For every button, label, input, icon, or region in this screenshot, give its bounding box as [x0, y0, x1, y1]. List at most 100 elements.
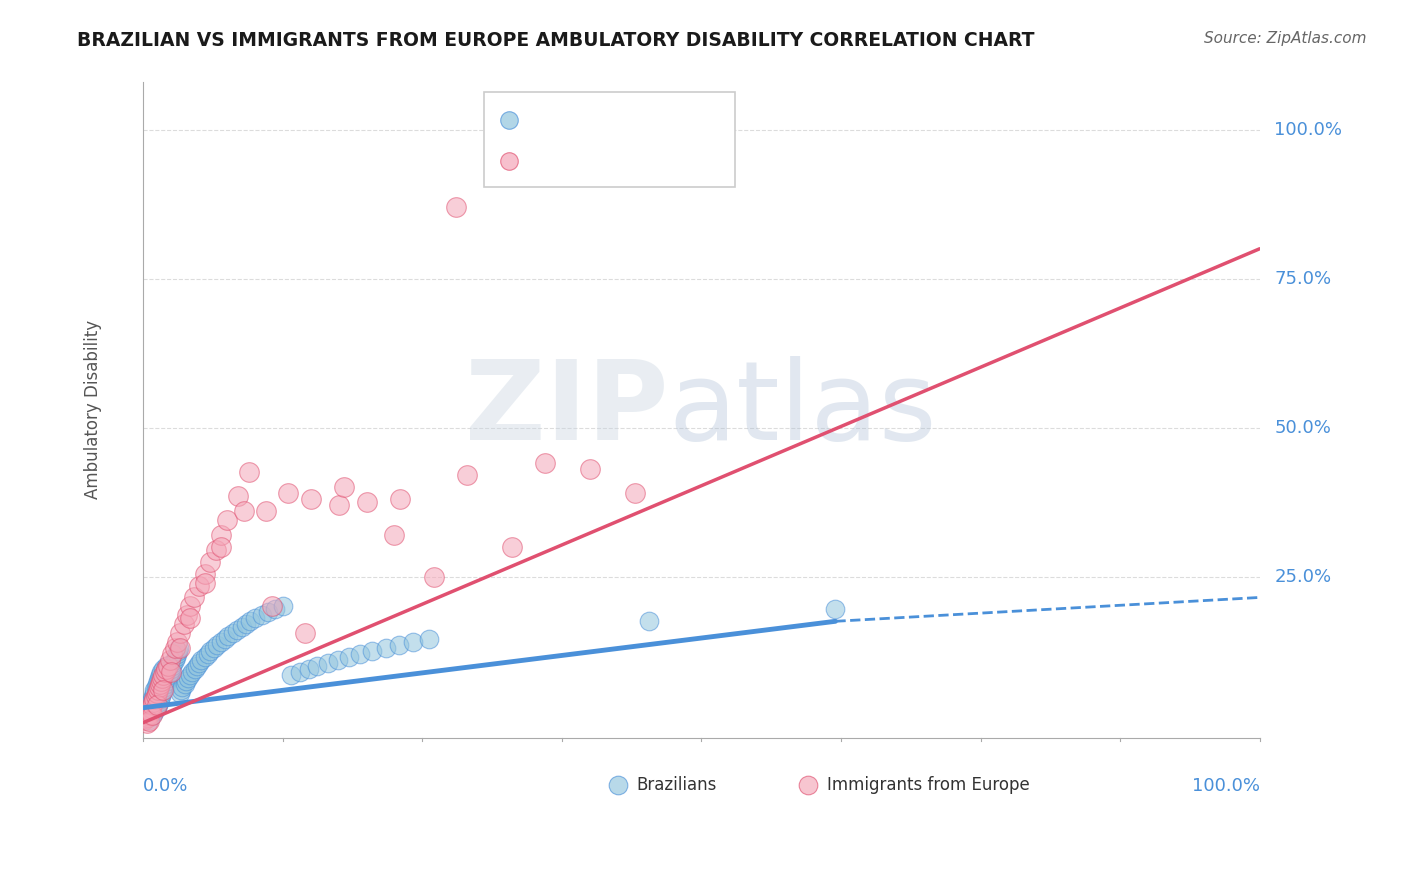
Point — [374, 641, 396, 656]
Point — [146, 673, 169, 688]
Point — [389, 492, 412, 507]
Point — [134, 713, 156, 727]
Point — [288, 665, 311, 679]
Point — [172, 680, 194, 694]
Point — [388, 638, 411, 652]
Point — [141, 698, 163, 712]
Point — [177, 671, 200, 685]
Point — [143, 682, 166, 697]
Point — [145, 686, 167, 700]
Point — [328, 498, 350, 512]
Point — [159, 653, 181, 667]
Point — [498, 194, 520, 209]
Point — [138, 700, 160, 714]
Point — [142, 704, 165, 718]
Point — [183, 591, 205, 605]
Point — [205, 638, 228, 652]
Point — [146, 698, 169, 712]
Point — [623, 486, 645, 500]
Point — [356, 495, 378, 509]
Point — [579, 462, 602, 476]
Point — [243, 611, 266, 625]
Point — [232, 504, 254, 518]
Point — [139, 704, 162, 718]
Text: R = 0.427   N = 94: R = 0.427 N = 94 — [541, 111, 697, 128]
Point — [162, 656, 184, 670]
Point — [156, 659, 179, 673]
Point — [194, 566, 217, 581]
Point — [250, 608, 273, 623]
Point — [307, 659, 329, 673]
Point — [221, 626, 243, 640]
Point — [169, 626, 191, 640]
Point — [162, 659, 184, 673]
Point — [145, 702, 167, 716]
Point — [160, 665, 183, 679]
Text: atlas: atlas — [668, 356, 936, 463]
Point — [150, 689, 173, 703]
Point — [197, 647, 219, 661]
Point — [166, 647, 188, 661]
Point — [159, 665, 181, 679]
Point — [157, 668, 180, 682]
Point — [135, 711, 157, 725]
Point — [638, 615, 661, 629]
Point — [148, 671, 170, 685]
Point — [153, 665, 176, 679]
Point — [145, 698, 167, 712]
Point — [211, 528, 233, 542]
Point — [170, 682, 193, 697]
Point — [205, 542, 228, 557]
Point — [146, 682, 169, 697]
Point — [156, 673, 179, 688]
Point — [190, 653, 212, 667]
Point — [214, 632, 236, 647]
Point — [139, 698, 162, 712]
Point — [160, 662, 183, 676]
Point — [796, 762, 818, 776]
Point — [136, 707, 159, 722]
Text: 50.0%: 50.0% — [1274, 418, 1331, 436]
Point — [239, 615, 262, 629]
Point — [361, 644, 384, 658]
Point — [169, 686, 191, 700]
Point — [138, 706, 160, 721]
Point — [226, 489, 249, 503]
Text: Ambulatory Disability: Ambulatory Disability — [84, 320, 103, 500]
Point — [152, 682, 174, 697]
Point — [163, 641, 186, 656]
Text: Brazilians: Brazilians — [637, 776, 717, 794]
Point — [141, 695, 163, 709]
Point — [422, 569, 444, 583]
Point — [188, 656, 211, 670]
Point — [277, 486, 299, 500]
Point — [138, 714, 160, 728]
Point — [142, 689, 165, 703]
Text: 25.0%: 25.0% — [1274, 567, 1331, 585]
Point — [145, 677, 167, 691]
Point — [135, 709, 157, 723]
Point — [162, 647, 184, 661]
Point — [135, 704, 157, 718]
Point — [148, 695, 170, 709]
Point — [501, 540, 523, 554]
Point — [136, 706, 159, 720]
Point — [152, 662, 174, 676]
Text: ZIP: ZIP — [464, 356, 668, 463]
Point — [235, 617, 257, 632]
Point — [141, 700, 163, 714]
Point — [211, 635, 233, 649]
Point — [135, 709, 157, 723]
Point — [183, 662, 205, 676]
Point — [152, 668, 174, 682]
Point — [138, 713, 160, 727]
Point — [297, 662, 319, 676]
Point — [217, 629, 239, 643]
Point — [135, 715, 157, 730]
Point — [174, 673, 197, 688]
Point — [141, 706, 163, 721]
Point — [179, 611, 201, 625]
Point — [148, 680, 170, 694]
Point — [150, 665, 173, 679]
Point — [139, 709, 162, 723]
